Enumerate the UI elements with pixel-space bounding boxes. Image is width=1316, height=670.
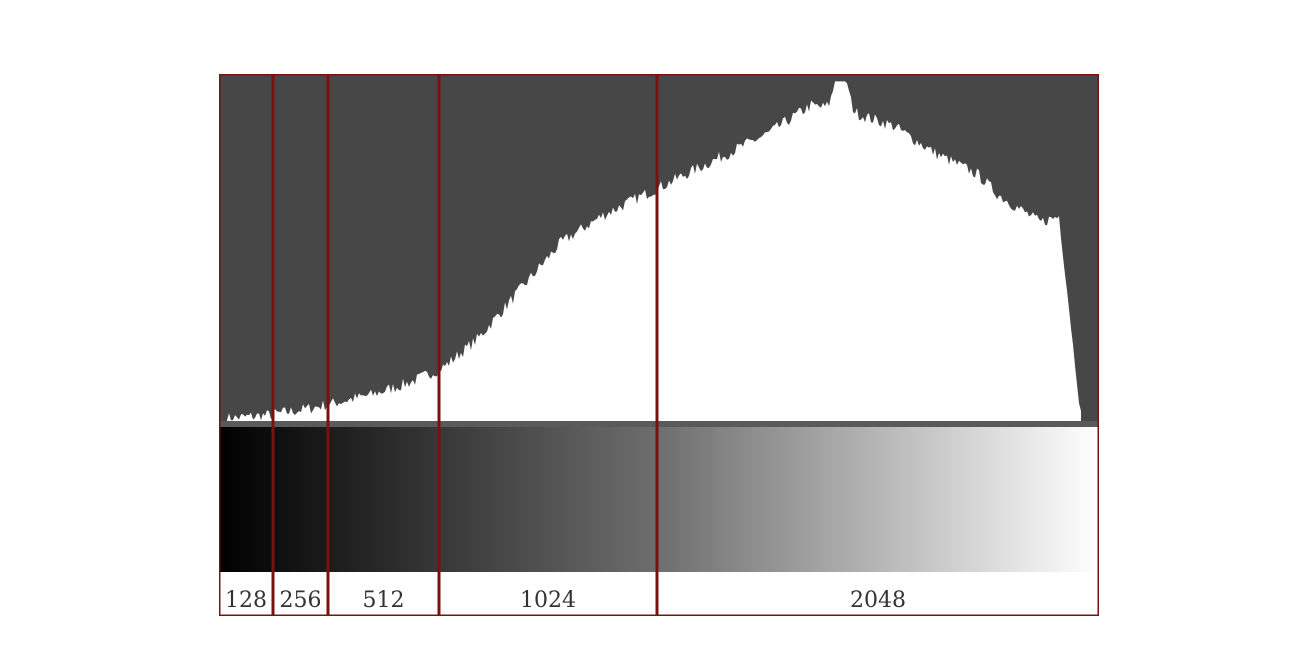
- tonal-gradient-bar: [219, 427, 1099, 572]
- diagram-frame: [219, 74, 1099, 616]
- histogram-baseline: [219, 421, 1099, 427]
- zone-label-1024: 1024: [520, 588, 576, 613]
- histogram-area: [227, 81, 1081, 423]
- zone-label-128: 128: [225, 588, 267, 613]
- zone-dividers: [271, 74, 659, 616]
- zone-label-2048: 2048: [850, 588, 906, 613]
- diagram-canvas: 128 256 512 1024 2048: [219, 74, 1099, 616]
- zone-label-strip: [219, 572, 1099, 616]
- zone-label-512: 512: [363, 588, 405, 613]
- exposure-zone-diagram: 128 256 512 1024 2048: [219, 74, 1099, 616]
- zone-labels: 128 256 512 1024 2048: [225, 588, 906, 613]
- zone-label-256: 256: [280, 588, 322, 613]
